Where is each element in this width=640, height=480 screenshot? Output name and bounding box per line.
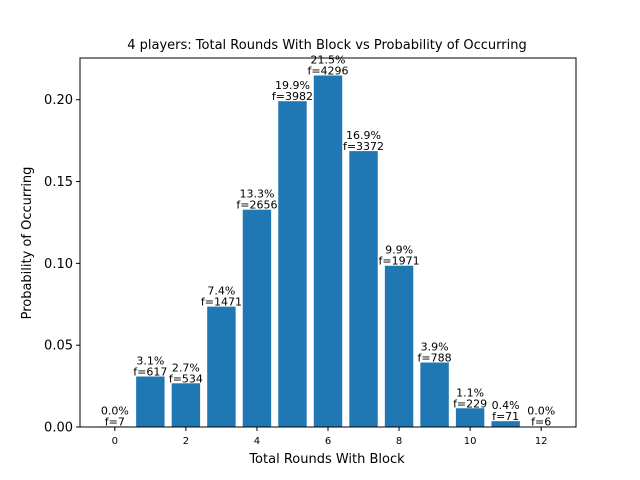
bar-frequency-label: f=617	[133, 366, 167, 379]
y-axis-label: Probability of Occurring	[20, 167, 35, 320]
bar	[313, 75, 343, 427]
x-tick-label: 0	[112, 436, 118, 447]
bar-frequency-label: f=534	[169, 372, 203, 385]
bar-percent-label: 9.9%	[385, 244, 413, 257]
axes-group: 0.00 0.05 0.10 0.15 0.20 0 2 4 6 8 10 12	[44, 57, 577, 447]
bar-frequency-label: f=2656	[236, 199, 277, 212]
bar	[207, 306, 236, 427]
bar-frequency-label: f=4296	[307, 65, 348, 78]
x-tick-label: 8	[396, 436, 402, 447]
bar-percent-label: 3.9%	[421, 341, 449, 354]
bar	[420, 362, 449, 427]
bar-percent-label: 0.0%	[101, 404, 129, 417]
chart-title: 4 players: Total Rounds With Block vs Pr…	[127, 38, 526, 53]
bar-percent-label: 0.0%	[527, 405, 555, 418]
bar-percent-label: 1.1%	[456, 386, 484, 399]
y-tick-label: 0.00	[44, 421, 73, 436]
bar	[384, 265, 414, 427]
x-tick-label: 2	[183, 436, 189, 447]
bar-percent-label: 16.9%	[346, 129, 381, 142]
bar-percent-label: 3.1%	[136, 355, 164, 368]
bar-percent-label: 7.4%	[207, 285, 235, 298]
x-tick-label: 6	[325, 436, 331, 447]
bar	[278, 101, 307, 427]
y-tick-label: 0.05	[44, 339, 73, 354]
bar	[349, 151, 378, 428]
bar-frequency-label: f=229	[453, 397, 487, 410]
bar	[455, 408, 485, 427]
y-tick-label: 0.15	[44, 175, 73, 190]
bar-frequency-label: f=7	[105, 415, 125, 428]
bar-percent-label: 13.3%	[239, 188, 274, 201]
bar	[171, 383, 201, 427]
bar-percent-label: 21.5%	[311, 54, 346, 67]
bar-frequency-label: f=3982	[272, 90, 313, 103]
y-tick-label: 0.10	[44, 257, 73, 272]
x-axis-label: Total Rounds With Block	[248, 452, 405, 467]
bar-percent-label: 2.7%	[172, 361, 200, 374]
x-tick-label: 10	[464, 436, 477, 447]
bar-percent-label: 0.4%	[492, 399, 520, 412]
bar-frequency-label: f=1971	[379, 255, 420, 268]
bar-frequency-label: f=6	[531, 416, 551, 429]
x-tick-label: 4	[254, 436, 260, 447]
bars-group	[100, 75, 556, 428]
bar	[136, 376, 165, 427]
x-tick-label: 12	[535, 436, 548, 447]
bar-frequency-label: f=1471	[201, 296, 242, 309]
bar-frequency-label: f=71	[492, 410, 519, 423]
bar	[491, 421, 520, 427]
bar-labels-group: 0.0%f=73.1%f=617 2.7%f=5347.4%f=147113.3%…	[101, 54, 555, 429]
y-tick-label: 0.20	[44, 93, 73, 108]
bar	[242, 209, 272, 427]
bar-frequency-label: f=788	[418, 352, 452, 365]
bar-frequency-label: f=3372	[343, 140, 384, 153]
bar-percent-label: 19.9%	[275, 79, 310, 92]
